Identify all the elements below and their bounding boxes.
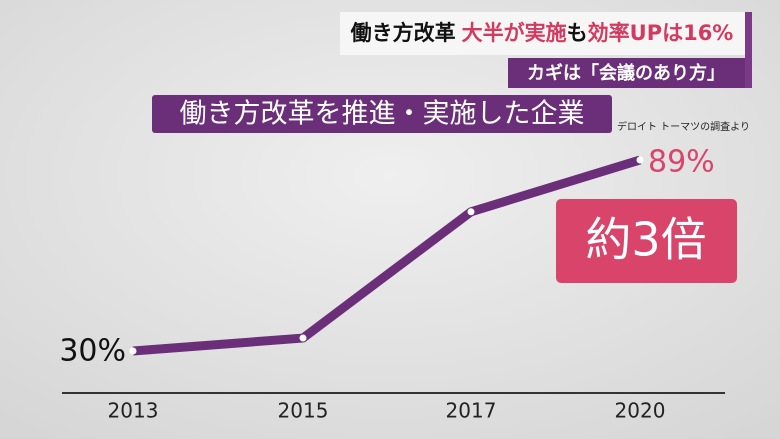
line [132, 155, 642, 356]
value-label: 30% [59, 334, 126, 369]
annotation: 約3倍 [585, 213, 706, 267]
annotation-box [556, 199, 737, 283]
headline-part: も [567, 21, 588, 45]
headline-part: 働き方改革 [350, 21, 456, 45]
subheadline: カギは「会議のあり方」 [527, 62, 725, 84]
headline-bar [745, 12, 752, 88]
x-tick-label: 2020 [615, 399, 666, 423]
x-tick-label: 2017 [446, 399, 497, 423]
chart-title-box [152, 95, 612, 133]
chart-title: 働き方改革を推進・実施した企業 [180, 99, 585, 130]
point [299, 334, 307, 342]
subheadline-box [508, 58, 745, 88]
x-tick-label: 2013 [108, 399, 159, 423]
point [129, 347, 137, 355]
point [467, 208, 475, 216]
headline-box [340, 12, 745, 55]
point [636, 156, 644, 164]
value-label: 89% [648, 145, 715, 180]
x-tick-label: 2015 [278, 399, 329, 423]
headline-part: 大半が実施 [462, 21, 567, 45]
headline: 働き方改革 大半が実施も効率UPは16% [350, 21, 734, 45]
headline-part: 効率UPは16% [588, 21, 734, 45]
source: デロイト トーマツの調査より [617, 120, 750, 133]
